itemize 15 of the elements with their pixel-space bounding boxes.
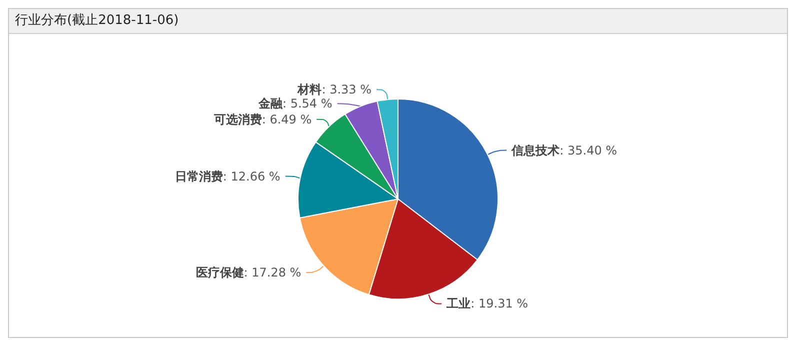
data-label: : 35.40 %	[560, 143, 618, 158]
slice-label: 医疗保健	[196, 266, 244, 280]
data-label: : 17.28 %	[244, 266, 302, 280]
slice-label: 日常消费	[174, 169, 223, 184]
data-label: : 5.54 %	[282, 96, 332, 111]
data-label: : 19.31 %	[470, 296, 528, 311]
slice-label: 金融	[257, 96, 284, 111]
slice-label: 工业	[446, 296, 471, 311]
data-label: : 6.49 %	[262, 112, 312, 126]
slice-label: 可选消费	[212, 112, 262, 126]
chart-title: 行业分布(截止2018-11-06)	[9, 9, 787, 34]
slice-label: 信息技术	[510, 143, 560, 158]
slice-label: 材料	[296, 82, 322, 97]
data-label: : 12.66 %	[222, 169, 280, 184]
data-label: : 3.33 %	[322, 82, 372, 97]
